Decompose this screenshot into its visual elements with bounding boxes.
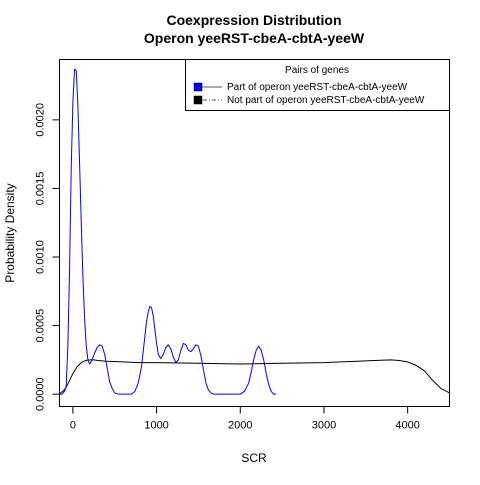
chart-subtitle: Operon yeeRST-cbeA-cbtA-yeeW: [144, 30, 365, 46]
legend-label-not-operon: Not part of operon yeeRST-cbeA-cbtA-yeeW: [227, 95, 425, 106]
legend-label-operon: Part of operon yeeRST-cbeA-cbtA-yeeW: [227, 82, 408, 93]
y-axis: 0.0000 0.0005 0.0010 0.0015 0.0020: [35, 103, 60, 411]
legend: Pairs of genes Part of operon yeeRST-cbe…: [185, 59, 450, 111]
x-axis-label: SCR: [241, 451, 267, 465]
y-tick-label: 0.0010: [35, 240, 47, 274]
y-tick-label: 0.0000: [35, 377, 47, 411]
legend-title: Pairs of genes: [285, 65, 349, 76]
x-tick-label: 3000: [312, 420, 336, 432]
y-tick-label: 0.0005: [35, 309, 47, 343]
chart-title: Coexpression Distribution: [166, 12, 341, 28]
series-line-1: [59, 359, 450, 394]
y-tick-label: 0.0020: [35, 103, 47, 137]
legend-swatch-operon: [193, 82, 203, 92]
legend-swatch-not-operon: [193, 95, 203, 105]
x-tick-label: 1000: [144, 420, 168, 432]
y-tick-label: 0.0015: [35, 172, 47, 206]
legend-box: [185, 59, 450, 111]
series-line-0: [59, 68, 277, 395]
x-tick-label: 0: [70, 420, 76, 432]
plot-curves: [59, 68, 450, 395]
x-tick-label: 4000: [395, 420, 419, 432]
y-axis-label: Probability Density: [3, 183, 17, 282]
x-axis: 0 1000 2000 3000 4000: [70, 406, 420, 432]
x-tick-label: 2000: [228, 420, 252, 432]
